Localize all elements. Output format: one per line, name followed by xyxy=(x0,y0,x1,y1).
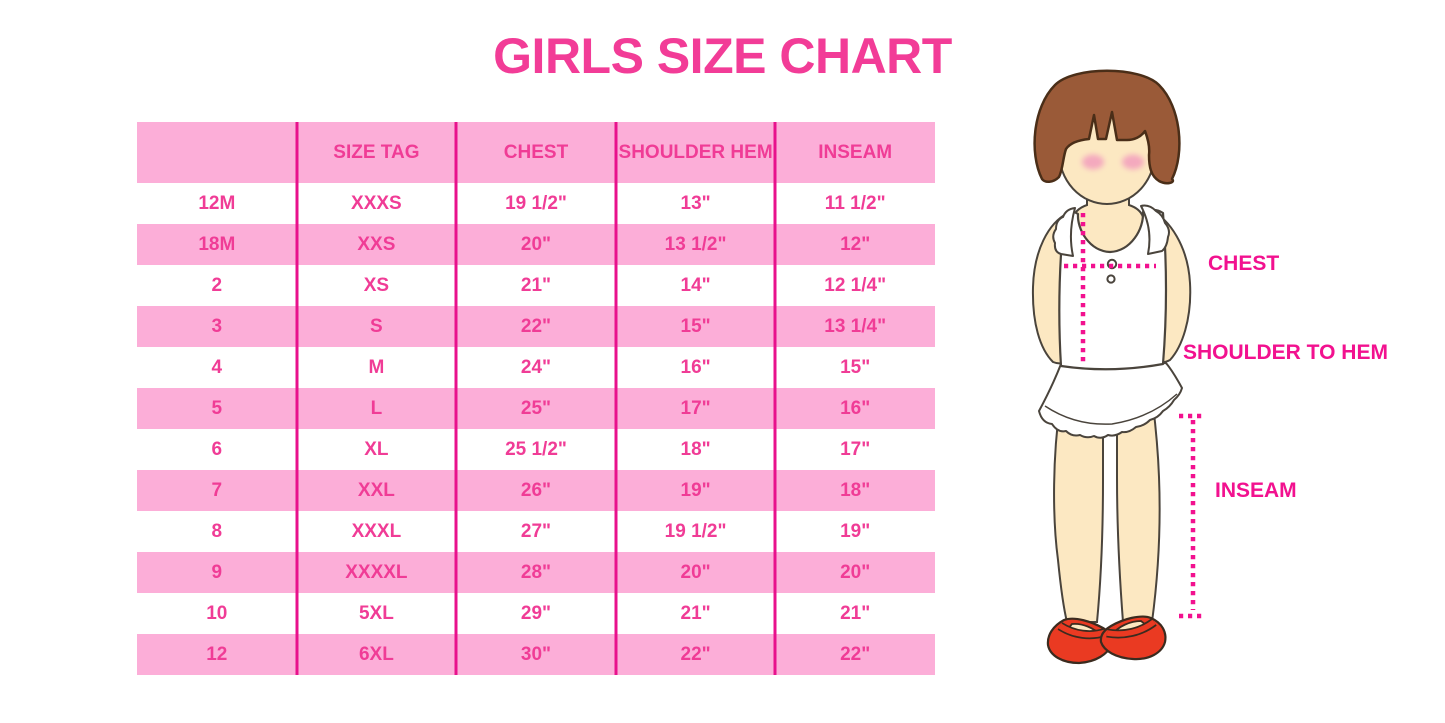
table-cell: XXS xyxy=(357,233,396,255)
table-header-cell xyxy=(137,122,297,183)
table-cell: 12M xyxy=(198,192,236,214)
table-cell: 24" xyxy=(520,356,552,378)
column-divider xyxy=(773,122,777,675)
table-header-row: SIZE TAG CHEST SHOULDER HEM INSEAM xyxy=(137,122,935,183)
table-cell: 22" xyxy=(840,643,871,665)
table-row: 3 S 22" 15" 13 1/4" xyxy=(137,306,935,347)
chest-label: CHEST xyxy=(1208,252,1280,275)
table-cell: L xyxy=(370,397,383,419)
table-cell: XS xyxy=(363,274,390,296)
table-cell: 7 xyxy=(211,479,223,501)
table-cell: 22" xyxy=(680,643,711,665)
table-cell: M xyxy=(368,356,385,378)
table-cell: 20" xyxy=(840,561,871,583)
table-cell: 13 1/2" xyxy=(664,233,727,255)
table-cell: 15" xyxy=(840,356,871,378)
table-cell: 20" xyxy=(680,561,711,583)
table-cell: 5 xyxy=(211,397,223,419)
table-cell: 22" xyxy=(520,315,552,337)
table-cell: XXL xyxy=(357,479,395,501)
table-row: 6 XL 25 1/2" 18" 17" xyxy=(137,429,935,470)
table-cell: 21" xyxy=(680,602,711,624)
table-cell: 8 xyxy=(211,520,223,542)
table-row: 12 6XL 30" 22" 22" xyxy=(137,634,935,675)
table-body: 12M XXXS 19 1/2" 13" 11 1/2" 18M XXS 20" 13 1/2"… xyxy=(137,183,935,675)
table-cell: 6XL xyxy=(358,643,394,665)
table-cell: XXXXL xyxy=(345,561,408,583)
table-row: 9 XXXXL 28" 20" 20" xyxy=(137,552,935,593)
table-cell: 6 xyxy=(211,438,223,460)
table-row: 12M XXXS 19 1/2" 13" 11 1/2" xyxy=(137,183,935,224)
table-cell: 2 xyxy=(211,274,223,296)
skirt xyxy=(1038,362,1183,439)
table-cell: 10 xyxy=(206,602,228,624)
table-cell: 4 xyxy=(211,356,223,378)
table-cell: 3 xyxy=(211,315,223,337)
legs xyxy=(1053,403,1161,623)
table-cell: 13 1/4" xyxy=(824,315,887,337)
table-row: 8 XXXL 27" 19 1/2" 19" xyxy=(137,511,935,552)
table-row: 10 5XL 29" 21" 21" xyxy=(137,593,935,634)
table-cell: 16" xyxy=(680,356,711,378)
table-header-cell: INSEAM xyxy=(818,141,893,163)
girl-figure-illustration xyxy=(1031,69,1203,665)
table-cell: 26" xyxy=(520,479,552,501)
table-cell: 17" xyxy=(680,397,711,419)
column-divider xyxy=(454,122,458,675)
table-cell: 18" xyxy=(840,479,871,501)
table-cell: 15" xyxy=(680,315,711,337)
column-divider xyxy=(295,122,299,675)
table-cell: 9 xyxy=(211,561,223,583)
table-cell: 19 1/2" xyxy=(505,192,567,214)
table-row: 18M XXS 20" 13 1/2" 12" xyxy=(137,224,935,265)
table-row: 5 L 25" 17" 16" xyxy=(137,388,935,429)
table-header-cell: SIZE TAG xyxy=(333,141,420,163)
table-row: 7 XXL 26" 19" 18" xyxy=(137,470,935,511)
table-cell: 13" xyxy=(680,192,711,214)
table-cell: 29" xyxy=(520,602,552,624)
table-header-cell: CHEST xyxy=(503,141,569,163)
table-cell: 28" xyxy=(520,561,552,583)
table-cell: 21" xyxy=(840,602,871,624)
table-cell: 19 1/2" xyxy=(664,520,727,542)
table-cell: 30" xyxy=(520,643,552,665)
table-cell: 19" xyxy=(680,479,711,501)
table-cell: 18M xyxy=(198,233,236,255)
table-cell: 19" xyxy=(840,520,871,542)
shoulder-to-hem-label: SHOULDER TO HEM xyxy=(1183,341,1388,364)
inseam-label: INSEAM xyxy=(1215,479,1297,502)
table-header-cell: SHOULDER HEM xyxy=(618,141,773,163)
column-divider xyxy=(614,122,618,675)
shoes xyxy=(1046,615,1167,665)
size-table: SIZE TAG CHEST SHOULDER HEM INSEAM 12M XX… xyxy=(137,122,935,675)
table-cell: 14" xyxy=(680,274,711,296)
table-cell: S xyxy=(370,315,383,337)
table-cell: XXXS xyxy=(351,192,402,214)
shoulder-ruffles xyxy=(1052,204,1170,257)
table-cell: 18" xyxy=(680,438,711,460)
blush xyxy=(1082,154,1144,170)
table-row: 4 M 24" 16" 15" xyxy=(137,347,935,388)
table-cell: 16" xyxy=(840,397,871,419)
table-cell: 27" xyxy=(520,520,552,542)
table-cell: 20" xyxy=(520,233,552,255)
table-cell: 25" xyxy=(520,397,552,419)
table-row: 2 XS 21" 14" 12 1/4" xyxy=(137,265,935,306)
table-cell: 17" xyxy=(840,438,871,460)
table-cell: XL xyxy=(364,438,389,460)
hair xyxy=(1033,69,1181,185)
page-title: GIRLS SIZE CHART xyxy=(493,28,952,84)
table-cell: 12" xyxy=(840,233,871,255)
table-cell: 12 xyxy=(206,643,228,665)
table-cell: 25 1/2" xyxy=(505,438,567,460)
table-cell: 11 1/2" xyxy=(824,192,886,214)
table-cell: XXXL xyxy=(351,520,402,542)
measurement-lines xyxy=(1064,213,1203,619)
table-cell: 5XL xyxy=(358,602,394,624)
table-cell: 12 1/4" xyxy=(824,274,887,296)
table-cell: 21" xyxy=(520,274,552,296)
